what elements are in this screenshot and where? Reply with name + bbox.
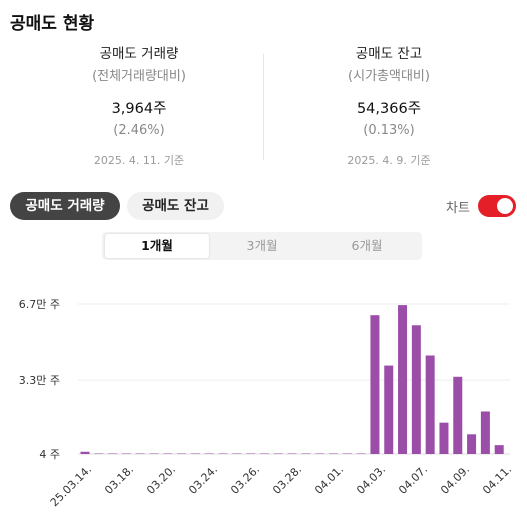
short-balance-sub: (시가총액대비) [348, 69, 430, 84]
short-volume-value: 3,964주 [111, 101, 167, 117]
x-tick-label: 03.26. [228, 463, 262, 497]
period-selector: 1개월 3개월 6개월 [102, 232, 422, 260]
page-title: 공매도 현황 [10, 14, 95, 34]
bar [384, 365, 394, 454]
x-tick-label: 04.11. [480, 463, 514, 497]
period-1-month[interactable]: 1개월 [105, 234, 209, 258]
short-volume-label: 공매도 거래량 [99, 46, 179, 62]
chart-toggle-label: 차트 [446, 201, 470, 216]
bar [439, 422, 449, 454]
bar [425, 355, 435, 454]
bar [246, 453, 256, 454]
short-volume-chart: 6.7만 주3.3만 주4 주25.03.14. 03.18. 03.20. 03.2… [19, 298, 514, 509]
bar [108, 453, 118, 454]
bar [453, 376, 463, 454]
bar [480, 411, 490, 454]
bar [190, 453, 200, 454]
bar [232, 453, 242, 454]
toggle-knob [497, 198, 513, 214]
bar [80, 451, 90, 454]
short-volume-stat: 공매도 거래량 (전체거래량대비) 3,964주 (2.46%) 2025. 4… [14, 44, 264, 169]
short-balance-label: 공매도 잔고 [355, 46, 423, 62]
stat-divider [263, 54, 264, 160]
bar [301, 453, 311, 454]
x-tick-label: 25.03.14. [48, 463, 94, 509]
bar [356, 453, 366, 454]
chart-toggle-switch[interactable] [478, 195, 516, 217]
x-tick-label: 03.28. [270, 463, 304, 497]
short-balance-pct: (0.13%) [363, 123, 415, 138]
x-tick-label: 04.01. [312, 463, 346, 497]
bar [149, 453, 159, 454]
bar [467, 434, 477, 454]
bar [342, 453, 352, 454]
bar [398, 305, 408, 454]
bar [494, 445, 504, 454]
bar [94, 453, 104, 454]
x-tick-label: 04.07. [396, 463, 430, 497]
x-tick-label: 04.09. [438, 463, 472, 497]
short-volume-date: 2025. 4. 11. 기준 [93, 154, 185, 167]
y-tick-label: 4 주 [39, 448, 60, 461]
bar [121, 453, 131, 454]
bar [163, 453, 173, 454]
short-volume-pct: (2.46%) [113, 123, 165, 138]
bar [177, 453, 187, 454]
bar [273, 453, 283, 454]
bar [204, 453, 214, 454]
bar [287, 453, 297, 454]
x-tick-label: 03.20. [144, 463, 178, 497]
period-3-month[interactable]: 3개월 [246, 238, 278, 253]
bar [329, 453, 339, 454]
y-tick-label: 6.7만 주 [19, 298, 60, 311]
x-tick-label: 03.24. [186, 463, 220, 497]
bar [135, 453, 145, 454]
bar [370, 315, 380, 454]
x-tick-label: 04.03. [354, 463, 388, 497]
x-tick-label: 03.18. [102, 463, 136, 497]
bar [218, 453, 228, 454]
bar [315, 453, 325, 454]
short-balance-value: 54,366주 [356, 101, 422, 117]
short-volume-sub: (전체거래량대비) [92, 69, 186, 84]
short-balance-date: 2025. 4. 9. 기준 [347, 154, 431, 167]
tab-short-balance[interactable]: 공매도 잔고 [127, 192, 224, 220]
period-6-month[interactable]: 6개월 [351, 238, 383, 253]
y-tick-label: 3.3만 주 [19, 374, 60, 387]
short-balance-stat: 공매도 잔고 (시가총액대비) 54,366주 (0.13%) 2025. 4.… [264, 44, 514, 169]
bar [259, 453, 269, 454]
bar [411, 325, 421, 454]
tab-short-volume[interactable]: 공매도 거래량 [10, 192, 120, 220]
